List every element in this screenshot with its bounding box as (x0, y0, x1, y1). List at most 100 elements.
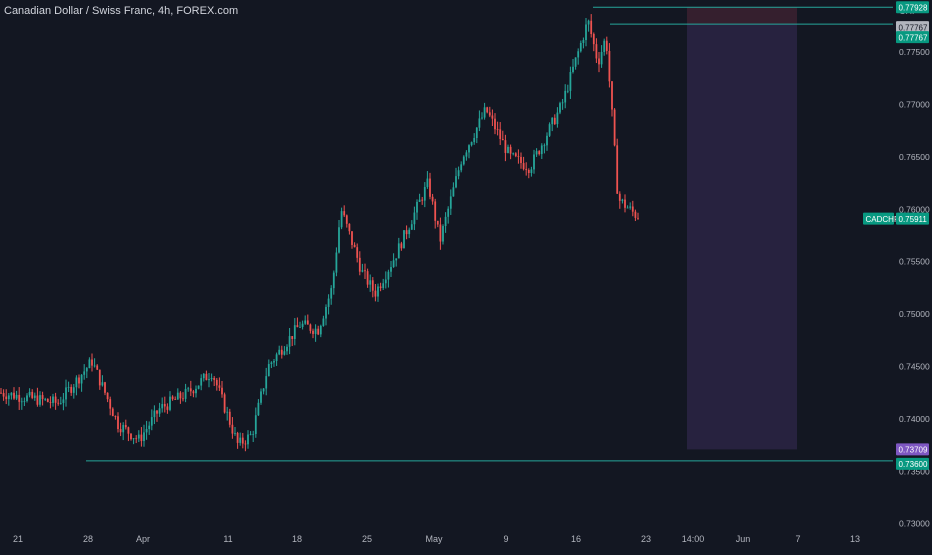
candle-body (507, 146, 509, 153)
candle-body (546, 135, 548, 146)
candle-body (616, 145, 619, 194)
candle-body (117, 416, 119, 430)
candle-body (592, 34, 595, 45)
candle-body (72, 387, 75, 393)
candle-body (306, 320, 309, 325)
candle-body (244, 443, 247, 445)
candle-body (104, 382, 106, 393)
candle-body (36, 395, 39, 405)
time-tick-label: 11 (223, 534, 232, 544)
candle-body (210, 378, 213, 380)
time-tick-label: Jun (736, 534, 751, 544)
candle-body (135, 438, 138, 440)
candle-body (189, 388, 192, 392)
price-tick-label: 0.75000 (899, 309, 930, 319)
candle-body (564, 90, 567, 103)
time-axis: 21 28 Apr 11 18 25 May 9 16 23 14:00 Jun 7 13 (13, 534, 860, 544)
candle-body (387, 271, 390, 280)
price-label-text: 0.77767 (899, 23, 928, 32)
candle-body (535, 151, 538, 155)
candle-body (187, 388, 190, 390)
candle-body (444, 216, 447, 227)
candle-body (26, 395, 28, 402)
candle-body (98, 369, 101, 386)
candle-body (569, 72, 572, 91)
candle-body (590, 20, 593, 35)
candle-body (624, 199, 626, 208)
candle-body (0, 392, 2, 394)
time-tick-label: 14:00 (682, 534, 705, 544)
candle-body (382, 283, 385, 289)
candle-body (351, 231, 353, 245)
candle-body (348, 223, 351, 232)
candle-body (621, 199, 624, 201)
candle-body (10, 392, 13, 396)
candle-body (449, 196, 452, 209)
candle-body (455, 176, 457, 188)
current-price-text: 0.75911 (899, 215, 928, 224)
time-tick-label: 7 (795, 534, 800, 544)
candle-body (52, 396, 54, 403)
candle-body (275, 354, 278, 362)
candles (0, 14, 639, 452)
candle-body (332, 272, 335, 289)
candle-body (75, 377, 78, 388)
candle-body (481, 117, 483, 119)
candle-body (265, 376, 268, 389)
candle-body (96, 365, 99, 370)
candle-body (317, 328, 320, 335)
candle-body (356, 247, 359, 258)
candle-body (491, 115, 494, 119)
price-label-box (896, 31, 929, 44)
candle-body (91, 359, 93, 366)
candle-body (434, 201, 437, 221)
candle-body (226, 411, 229, 413)
position-box (687, 7, 797, 450)
candle-body (241, 437, 244, 444)
candle-body (330, 288, 333, 299)
candle-body (254, 415, 257, 435)
chart-title: Canadian Dollar / Swiss Franc, 4h, FOREX… (4, 5, 239, 17)
candle-body (80, 374, 83, 384)
take-profit-zone (687, 24, 797, 450)
candle-body (247, 434, 249, 445)
candle-body (595, 44, 598, 59)
candle-body (392, 260, 395, 268)
candle-body (18, 394, 21, 402)
candle-body (293, 325, 296, 339)
candle-body (512, 153, 515, 155)
candle-body (540, 145, 543, 155)
candle-body (312, 330, 314, 334)
candle-body (273, 361, 275, 363)
price-tick-label: 0.73000 (899, 519, 930, 529)
candle-body (156, 410, 158, 414)
candle-body (551, 117, 554, 125)
candle-body (483, 107, 486, 118)
candle-body (59, 403, 62, 404)
candle-body (262, 388, 265, 392)
candle-body (530, 169, 533, 174)
candle-body (148, 425, 151, 430)
candle-body (488, 112, 491, 116)
candle-body (83, 371, 86, 375)
candle-body (431, 196, 434, 202)
candle-body (462, 156, 465, 165)
candle-body (223, 394, 226, 413)
candle-body (93, 365, 96, 367)
current-price-box (896, 212, 929, 225)
candle-body (439, 224, 442, 242)
candle-body (231, 424, 234, 434)
candle-body (44, 398, 47, 400)
price-tick-label: 0.76500 (899, 152, 930, 162)
candle-body (260, 391, 262, 403)
candle-body (202, 373, 205, 379)
candle-body (234, 432, 236, 434)
candle-body (239, 437, 242, 443)
candle-body (465, 152, 468, 157)
candle-body (587, 20, 590, 25)
candle-body (600, 52, 603, 65)
candle-body (572, 66, 574, 73)
candle-body (452, 187, 455, 197)
